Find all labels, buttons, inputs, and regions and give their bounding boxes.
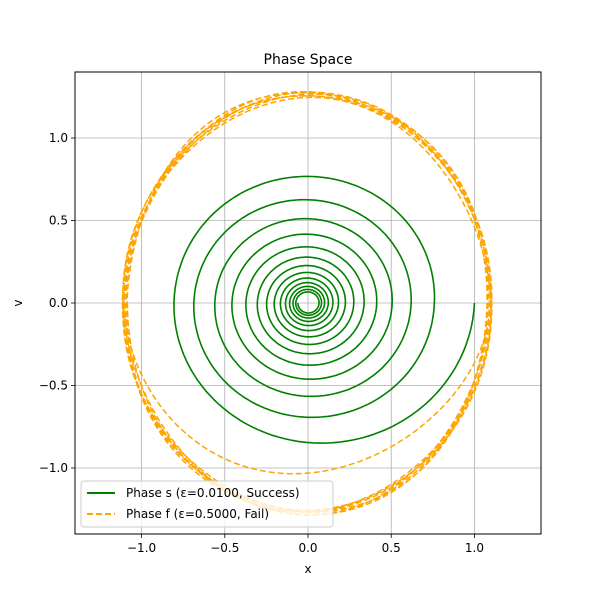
y-axis: −1.0 −0.5 0.0 0.5 1.0	[39, 131, 75, 475]
legend: Phase s (ε=0.0100, Success) Phase f (ε=0…	[80, 480, 334, 528]
legend-label-phase-f: Phase f (ε=0.5000, Fail)	[126, 507, 269, 521]
y-tick-label: −0.5	[39, 379, 68, 393]
x-axis: −1.0 −0.5 0.0 0.5 1.0	[127, 534, 484, 555]
chart-title: Phase Space	[264, 52, 353, 68]
y-tick-label: 1.0	[49, 131, 68, 145]
y-tick-label: 0.0	[49, 296, 68, 310]
x-tick-label: 0.5	[382, 541, 401, 555]
y-tick-label: 0.5	[49, 214, 68, 228]
series-line-phase-s	[173, 175, 476, 444]
x-tick-label: 0.0	[298, 541, 317, 555]
x-tick-label: −1.0	[127, 541, 156, 555]
y-tick-label: −1.0	[39, 461, 68, 475]
legend-label-phase-s: Phase s (ε=0.0100, Success)	[126, 486, 300, 500]
x-tick-label: 1.0	[465, 541, 484, 555]
grid-lines	[75, 72, 541, 534]
legend-box	[80, 480, 334, 528]
y-axis-label: v	[11, 299, 25, 306]
x-axis-label: x	[304, 562, 311, 576]
x-tick-label: −0.5	[210, 541, 239, 555]
